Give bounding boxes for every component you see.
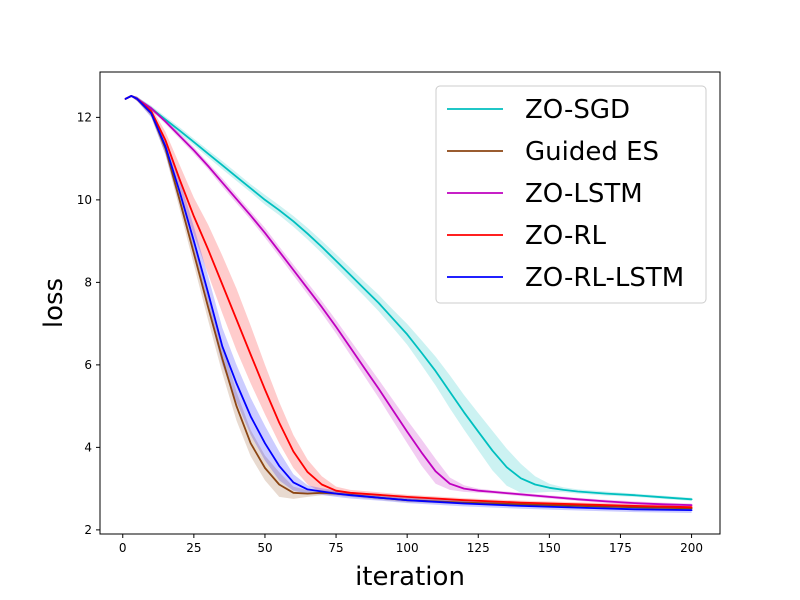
x-tick-label: 25	[186, 541, 201, 555]
x-tick-label: 175	[609, 541, 632, 555]
y-axis-ticks: 2 4 6 8 10 12	[77, 110, 100, 537]
y-tick-label: 6	[84, 358, 92, 372]
line-zo-rl	[124, 95, 693, 509]
y-tick-label: 12	[77, 110, 92, 124]
y-axis-label: loss	[39, 278, 69, 328]
legend-label-zo-sgd: ZO-SGD	[525, 95, 630, 125]
legend: ZO-SGD Guided ES ZO-LSTM ZO-RL ZO-RL-LSTM	[435, 85, 707, 304]
band-zo-rl	[125, 95, 692, 510]
x-tick-label: 200	[680, 541, 703, 555]
legend-label-guided-es: Guided ES	[525, 137, 659, 167]
x-tick-label: 100	[396, 541, 419, 555]
series-lines	[124, 95, 693, 512]
legend-label-zo-rl-lstm: ZO-RL-LSTM	[525, 263, 684, 293]
confidence-bands	[125, 95, 692, 513]
band-zo-lstm	[125, 95, 692, 507]
x-tick-label: 150	[538, 541, 561, 555]
y-tick-label: 8	[84, 275, 92, 289]
line-zo-sgd	[124, 95, 693, 501]
legend-label-zo-rl: ZO-RL	[525, 221, 606, 251]
x-tick-label: 75	[328, 541, 343, 555]
band-zo-sgd	[125, 95, 692, 501]
x-tick-label: 50	[257, 541, 272, 555]
x-tick-label: 0	[119, 541, 127, 555]
x-tick-label: 125	[467, 541, 490, 555]
legend-label-zo-lstm: ZO-LSTM	[525, 179, 643, 209]
y-tick-label: 4	[84, 440, 92, 454]
y-tick-label: 10	[77, 193, 92, 207]
x-axis-label: iteration	[355, 562, 465, 592]
line-zo-lstm	[124, 95, 693, 507]
y-tick-label: 2	[84, 523, 92, 537]
x-axis-ticks: 0 25 50 75 100 125 150 175 200	[119, 534, 703, 555]
legend-box	[435, 85, 707, 304]
plot-frame	[99, 71, 721, 535]
line-zo-rl-lstm	[124, 95, 693, 512]
